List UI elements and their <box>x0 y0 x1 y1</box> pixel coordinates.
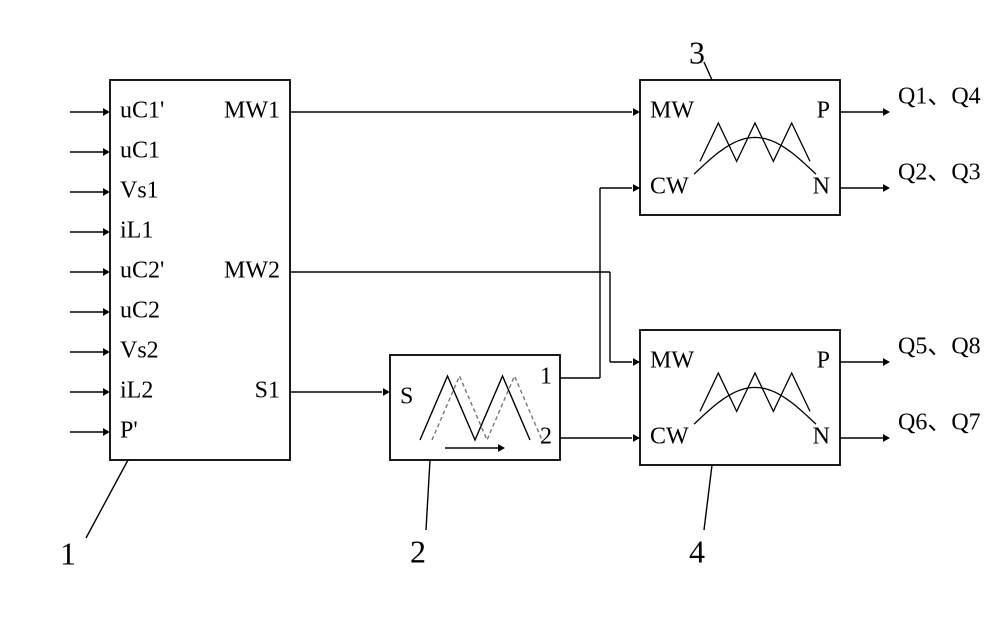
pwm-carrier <box>700 373 810 411</box>
block1-output-label: S1 <box>255 378 280 404</box>
arrowhead <box>103 268 110 276</box>
block4-out-p: P <box>817 348 830 374</box>
arrowhead <box>383 388 390 396</box>
pwm-carrier <box>700 123 810 161</box>
arrowhead <box>633 434 640 442</box>
arrowhead <box>498 444 505 452</box>
block2-id: 2 <box>410 533 426 569</box>
block1-output-label: MW2 <box>224 258 280 284</box>
block4-id: 4 <box>689 533 705 569</box>
block1-output-label: MW1 <box>224 98 280 124</box>
diagram-canvas: uC1'uC1Vs1iL1uC2'uC2Vs2iL2P'MW1MW2S11S12… <box>0 0 1000 637</box>
arrowhead <box>633 108 640 116</box>
block2-out-label-2: 2 <box>540 424 552 450</box>
block4-in-cw: CW <box>650 424 689 450</box>
block4-out-text: Q6、Q7 <box>898 410 981 436</box>
leader-4 <box>704 465 712 530</box>
arrowhead <box>633 358 640 366</box>
block3-out-n: N <box>813 174 830 200</box>
arrowhead <box>103 108 110 116</box>
block3-out-text: Q2、Q3 <box>898 160 981 186</box>
block1-input-label: uC1' <box>120 98 164 124</box>
block3-id: 3 <box>689 34 705 70</box>
arrowhead <box>103 148 110 156</box>
block2-in-label: S <box>400 384 413 410</box>
block1-input-label: uC1 <box>120 138 160 164</box>
pwm-modulation <box>694 387 816 424</box>
block1-input-label: uC2 <box>120 298 160 324</box>
leader-3 <box>704 62 712 80</box>
block1-input-label: P' <box>120 418 138 444</box>
arrowhead <box>883 184 890 192</box>
block1-input-label: uC2' <box>120 258 164 284</box>
arrowhead <box>103 428 110 436</box>
block3-in-mw: MW <box>650 98 694 124</box>
arrowhead <box>103 388 110 396</box>
block-2 <box>390 355 560 460</box>
arrowhead <box>883 358 890 366</box>
block1-input-label: Vs1 <box>120 178 159 204</box>
block3-out-p: P <box>817 98 830 124</box>
arrowhead <box>883 108 890 116</box>
arrowhead <box>633 184 640 192</box>
block4-in-mw: MW <box>650 348 694 374</box>
arrowhead <box>883 434 890 442</box>
block1-input-label: Vs2 <box>120 338 159 364</box>
leader-2 <box>426 460 430 530</box>
arrowhead <box>103 308 110 316</box>
block1-id: 1 <box>60 535 76 571</box>
arrowhead <box>103 348 110 356</box>
block3-out-text: Q1、Q4 <box>898 84 981 110</box>
arrowhead <box>103 188 110 196</box>
block1-input-label: iL1 <box>120 218 153 244</box>
block3-in-cw: CW <box>650 174 689 200</box>
leader-1 <box>86 460 128 538</box>
block4-out-text: Q5、Q8 <box>898 334 981 360</box>
pwm-modulation <box>694 137 816 174</box>
arrowhead <box>103 228 110 236</box>
block4-out-n: N <box>813 424 830 450</box>
block2-out-label-1: 1 <box>540 364 552 390</box>
block1-input-label: iL2 <box>120 378 153 404</box>
